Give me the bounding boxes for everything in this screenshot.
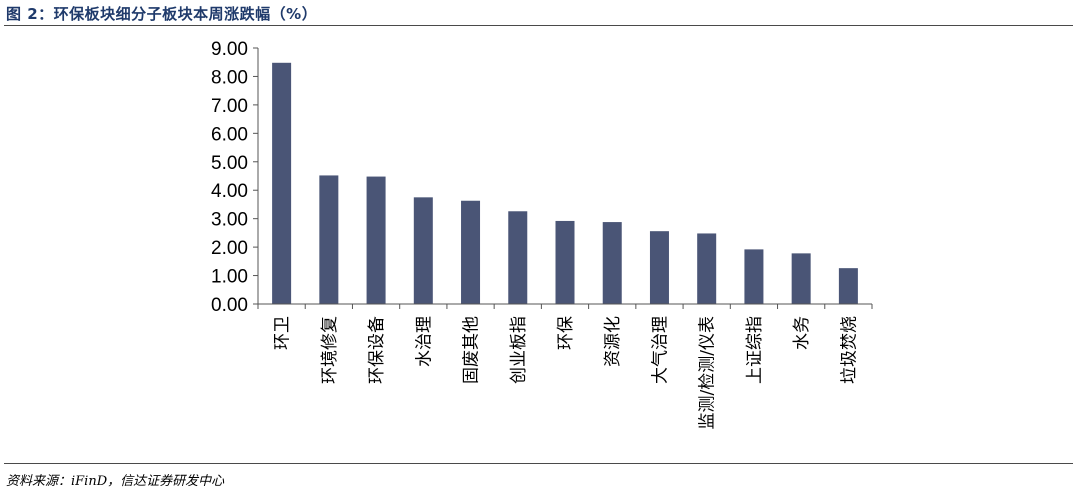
bar [319, 175, 339, 304]
figure-title: 图 2：环保板块细分子板块本周涨跌幅（%） [6, 5, 318, 23]
x-category-label: 创业板指 [509, 316, 529, 384]
x-category-label: 环境修复 [320, 316, 340, 384]
bar [555, 220, 575, 304]
y-tick-label: 1.00 [211, 267, 248, 288]
bar [413, 197, 433, 304]
bar [508, 211, 528, 304]
x-category-label: 监测/检测/仪表 [698, 316, 718, 429]
x-category-label: 环保设备 [367, 316, 387, 384]
y-tick-label: 5.00 [211, 153, 248, 174]
x-category-label: 固废其他 [462, 316, 482, 384]
source-note: 资料来源：iFinD，信达证券研发中心 [6, 474, 225, 489]
bar [791, 253, 811, 304]
bar [697, 233, 717, 304]
bar [838, 268, 858, 304]
bar [461, 200, 481, 304]
bar-series [272, 62, 858, 305]
bar [649, 231, 669, 304]
bar [272, 62, 292, 305]
x-category-label: 水治理 [414, 316, 434, 367]
x-category-label: 垃圾焚烧 [839, 316, 859, 384]
x-category-label: 环保 [556, 316, 576, 350]
y-tick-label: 0.00 [211, 295, 248, 316]
x-category-label: 水务 [792, 316, 812, 350]
y-tick-label: 6.00 [211, 124, 248, 145]
top-rule [4, 25, 1073, 26]
bar-chart: 0.00 1.00 2.00 3.00 4.00 5.00 6.00 7.00 8.00 9.00… [211, 39, 873, 429]
x-category-label: 环卫 [273, 316, 293, 350]
y-tick-label: 9.00 [211, 39, 248, 60]
y-tick-label: 2.00 [211, 238, 248, 259]
bar [602, 222, 622, 304]
bar [366, 176, 386, 304]
x-category-label: 上证综指 [745, 316, 765, 384]
bar [744, 249, 764, 304]
y-axis: 0.00 1.00 2.00 3.00 4.00 5.00 6.00 7.00 8.00 9.00 [211, 39, 259, 316]
y-tick-label: 7.00 [211, 96, 248, 117]
y-tick-label: 8.00 [211, 67, 248, 88]
y-tick-label: 4.00 [211, 181, 248, 202]
x-category-label: 大气治理 [650, 316, 670, 384]
x-axis: 环卫 环境修复 环保设备 水治理 固废其他 创业板指 环保 资源化 大气治理 监测/检测/仪表 上证… [257, 303, 873, 429]
bottom-rule [4, 463, 1073, 464]
y-tick-label: 3.00 [211, 210, 248, 231]
x-category-label: 资源化 [603, 316, 623, 367]
